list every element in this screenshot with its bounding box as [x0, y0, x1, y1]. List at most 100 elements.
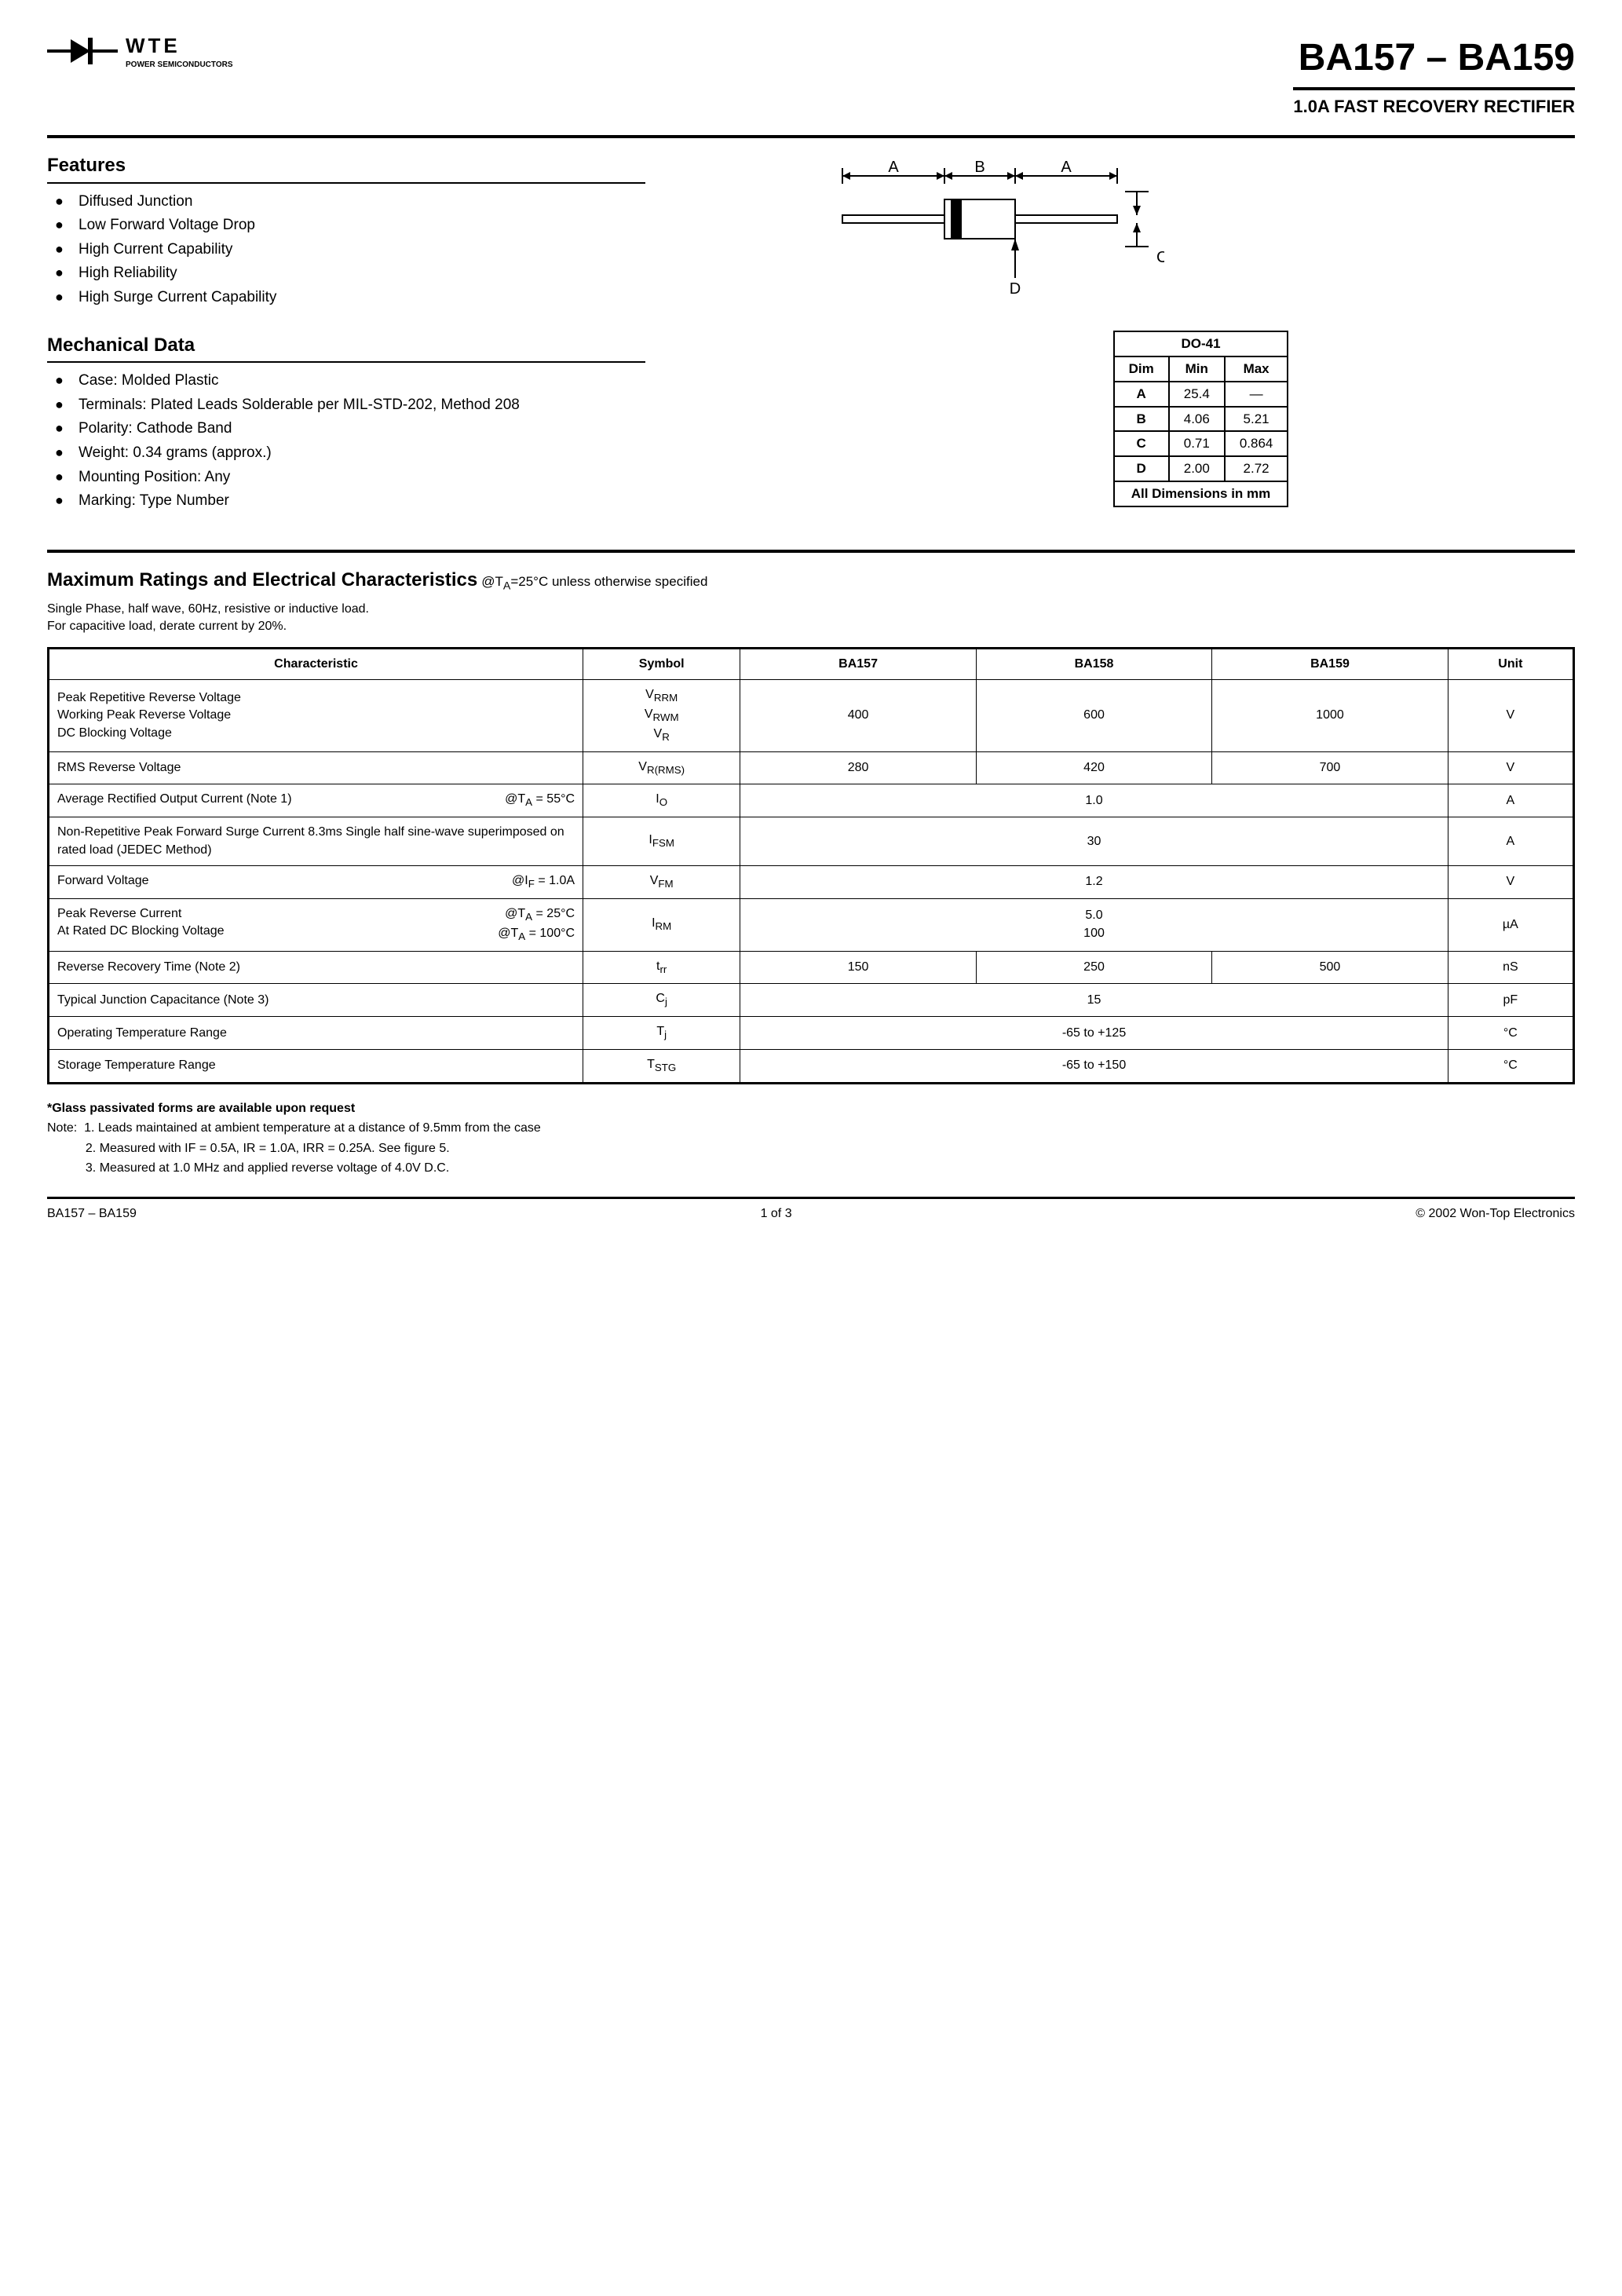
symbol-cell: VFM — [583, 866, 740, 899]
unit-cell: °C — [1448, 1017, 1573, 1050]
dim-cell: C — [1114, 431, 1169, 456]
unit-cell: V — [1448, 866, 1573, 899]
value-merged-cell: 1.2 — [740, 866, 1448, 899]
value-merged-cell: 30 — [740, 817, 1448, 866]
char-cell: Peak Reverse CurrentAt Rated DC Blocking… — [49, 898, 583, 951]
unit-cell: pF — [1448, 984, 1573, 1017]
label-C: C — [1156, 249, 1164, 266]
features-item: High Reliability — [47, 263, 795, 284]
dim-cell: — — [1225, 382, 1288, 407]
left-column: Features Diffused JunctionLow Forward Vo… — [47, 152, 795, 536]
header: WTE POWER SEMICONDUCTORS BA157 – BA159 1… — [47, 31, 1575, 119]
footer-center: 1 of 3 — [761, 1205, 792, 1223]
col-ba159: BA159 — [1212, 648, 1448, 679]
mechanical-item: Terminals: Plated Leads Solderable per M… — [47, 395, 795, 416]
dim-cell: 2.72 — [1225, 456, 1288, 481]
features-item: Low Forward Voltage Drop — [47, 215, 795, 236]
col-ba158: BA158 — [976, 648, 1211, 679]
dim-col-1: Min — [1169, 356, 1225, 382]
mechanical-item: Mounting Position: Any — [47, 467, 795, 488]
logo-tagline: POWER SEMICONDUCTORS — [126, 60, 233, 71]
dim-cell: B — [1114, 407, 1169, 432]
char-cell: Reverse Recovery Time (Note 2) — [49, 951, 583, 984]
dim-col-0: Dim — [1114, 356, 1169, 382]
value-cell: 600 — [976, 680, 1211, 752]
unit-cell: A — [1448, 817, 1573, 866]
label-D: D — [1010, 280, 1021, 298]
page-footer: BA157 – BA159 1 of 3 © 2002 Won-Top Elec… — [47, 1197, 1575, 1223]
divider-top — [47, 135, 1575, 138]
sub-title: 1.0A FAST RECOVERY RECTIFIER — [1293, 95, 1575, 119]
value-merged-cell: 1.0 — [740, 784, 1448, 817]
mechanical-heading: Mechanical Data — [47, 332, 645, 364]
diode-icon — [47, 31, 118, 71]
value-cell: 420 — [976, 751, 1211, 784]
value-cell: 500 — [1212, 951, 1448, 984]
value-cell: 1000 — [1212, 680, 1448, 752]
title-block: BA157 – BA159 1.0A FAST RECOVERY RECTIFI… — [1293, 31, 1575, 119]
footer-left: BA157 – BA159 — [47, 1205, 137, 1223]
unit-cell: nS — [1448, 951, 1573, 984]
value-cell: 250 — [976, 951, 1211, 984]
logo-block: WTE POWER SEMICONDUCTORS — [47, 31, 233, 71]
unit-cell: V — [1448, 751, 1573, 784]
features-list: Diffused JunctionLow Forward Voltage Dro… — [47, 192, 795, 309]
unit-cell: V — [1448, 680, 1573, 752]
label-B: B — [974, 159, 985, 176]
char-cell: Operating Temperature Range — [49, 1017, 583, 1050]
col-characteristic: Characteristic — [49, 648, 583, 679]
dim-cell: 0.864 — [1225, 431, 1288, 456]
footnote-line: 2. Measured with IF = 0.5A, IR = 1.0A, I… — [47, 1140, 1575, 1157]
dim-cell: 0.71 — [1169, 431, 1225, 456]
ratings-heading: Maximum Ratings and Electrical Character… — [47, 569, 477, 590]
footnote-line: 3. Measured at 1.0 MHz and applied rever… — [47, 1160, 1575, 1177]
symbol-cell: IRM — [583, 898, 740, 951]
symbol-cell: TSTG — [583, 1050, 740, 1084]
col-unit: Unit — [1448, 648, 1573, 679]
glass-note: *Glass passivated forms are available up… — [47, 1100, 1575, 1117]
label-A-right: A — [1061, 159, 1072, 176]
unit-cell: °C — [1448, 1050, 1573, 1084]
symbol-cell: VRRMVRWMVR — [583, 680, 740, 752]
value-merged-cell: -65 to +150 — [740, 1050, 1448, 1084]
unit-cell: A — [1448, 784, 1573, 817]
logo-brand: WTE — [126, 31, 233, 60]
symbol-cell: IO — [583, 784, 740, 817]
char-cell: Peak Repetitive Reverse VoltageWorking P… — [49, 680, 583, 752]
dimension-table: DO-41 Dim Min Max A25.4—B4.065.21C0.710.… — [1113, 331, 1289, 507]
value-cell: 280 — [740, 751, 976, 784]
value-cell: 150 — [740, 951, 976, 984]
two-column-section: Features Diffused JunctionLow Forward Vo… — [47, 152, 1575, 536]
symbol-cell: Cj — [583, 984, 740, 1017]
ratings-table: Characteristic Symbol BA157 BA158 BA159 … — [47, 647, 1575, 1084]
right-column: A B A — [827, 152, 1575, 536]
ratings-header: Maximum Ratings and Electrical Character… — [47, 567, 1575, 594]
divider-ratings — [47, 550, 1575, 553]
char-cell: Forward Voltage@IF = 1.0A — [49, 866, 583, 899]
value-cell: 400 — [740, 680, 976, 752]
ratings-condition: @TA=25°C unless otherwise specified — [481, 574, 707, 589]
value-merged-cell: -65 to +125 — [740, 1017, 1448, 1050]
ratings-note: Single Phase, half wave, 60Hz, resistive… — [47, 601, 1575, 636]
footer-right: © 2002 Won-Top Electronics — [1416, 1205, 1575, 1223]
dim-cell: A — [1114, 382, 1169, 407]
dim-table-title: DO-41 — [1114, 331, 1288, 356]
mechanical-list: Case: Molded PlasticTerminals: Plated Le… — [47, 371, 795, 512]
value-merged-cell: 15 — [740, 984, 1448, 1017]
logo-text: WTE POWER SEMICONDUCTORS — [126, 31, 233, 71]
features-item: High Current Capability — [47, 239, 795, 261]
symbol-cell: trr — [583, 951, 740, 984]
dim-cell: 5.21 — [1225, 407, 1288, 432]
footnote-line: Note: 1. Leads maintained at ambient tem… — [47, 1120, 1575, 1137]
char-cell: Non-Repetitive Peak Forward Surge Curren… — [49, 817, 583, 866]
main-title: BA157 – BA159 — [1293, 31, 1575, 90]
char-cell: Storage Temperature Range — [49, 1050, 583, 1084]
dim-cell: 2.00 — [1169, 456, 1225, 481]
symbol-cell: Tj — [583, 1017, 740, 1050]
value-merged-cell: 5.0100 — [740, 898, 1448, 951]
features-item: Diffused Junction — [47, 192, 795, 213]
mechanical-item: Marking: Type Number — [47, 491, 795, 512]
dim-cell: 25.4 — [1169, 382, 1225, 407]
dim-col-2: Max — [1225, 356, 1288, 382]
label-A-left: A — [888, 159, 899, 176]
